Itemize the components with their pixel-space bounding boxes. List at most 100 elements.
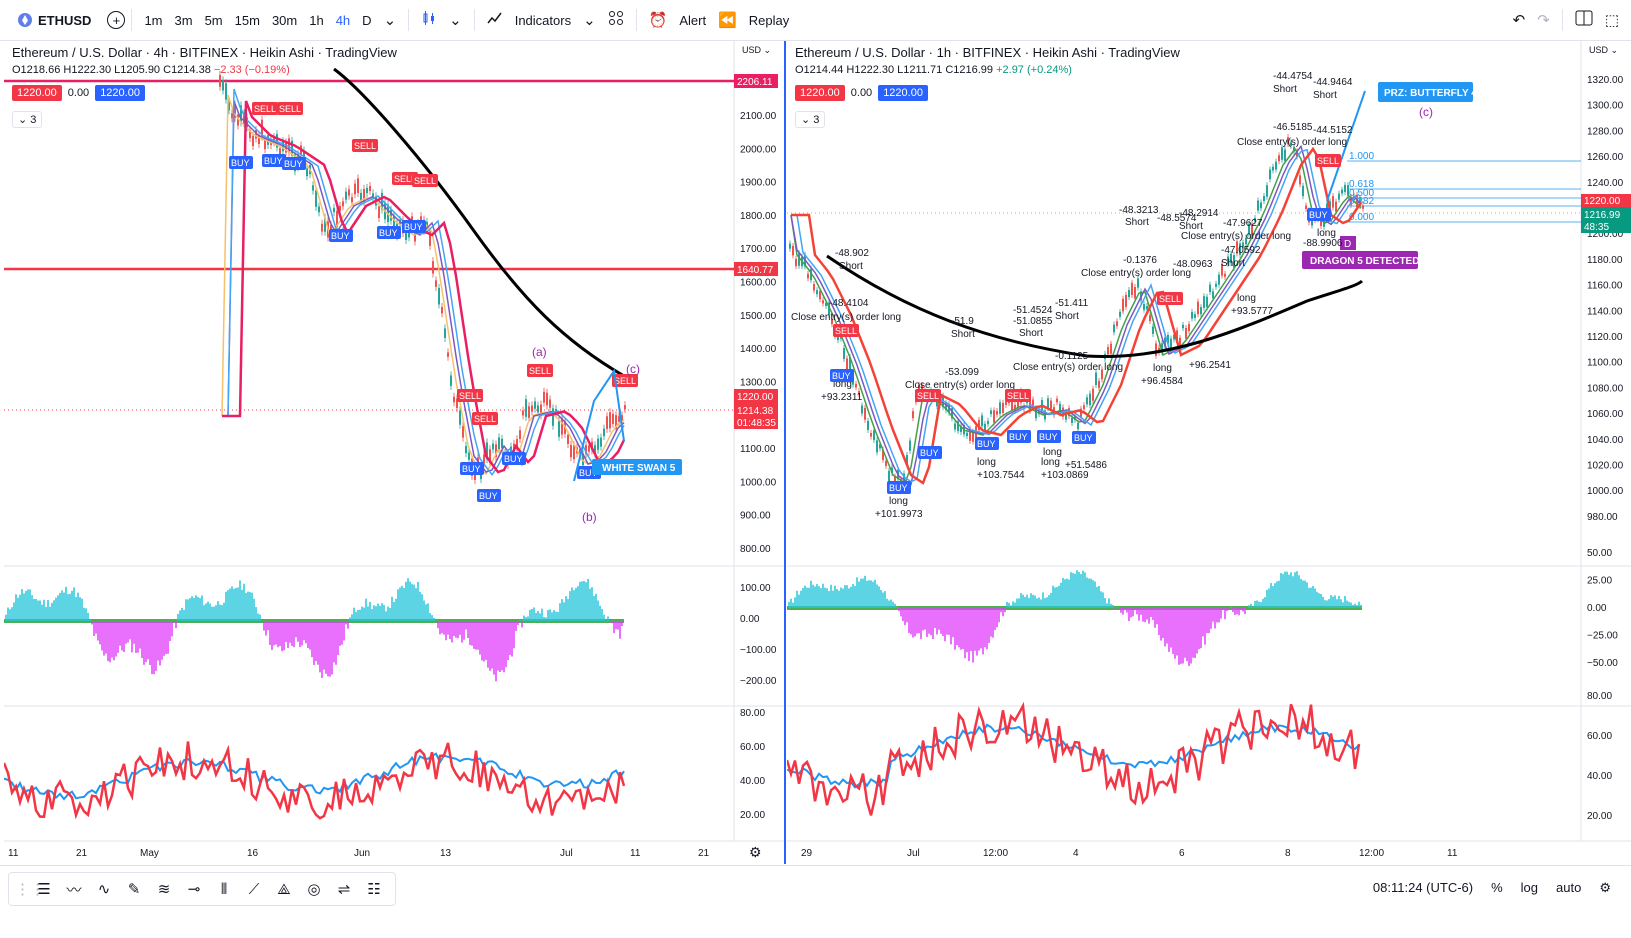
buy-price-button[interactable]: 1220.00: [878, 85, 928, 101]
buy-signal: [918, 446, 942, 459]
replay-icon[interactable]: ⏪: [718, 12, 737, 29]
candle-body: [1101, 369, 1103, 380]
undo-icon[interactable]: ↶: [1512, 12, 1526, 29]
trendline-icon[interactable]: ⟋: [248, 880, 260, 898]
trade-annotation: +103.7544: [977, 470, 1025, 481]
elliott-wave-icon[interactable]: ∿: [97, 881, 111, 898]
candle-body: [336, 211, 338, 227]
candles-icon[interactable]: [415, 10, 443, 30]
candle-body: [441, 307, 443, 314]
replay-button[interactable]: Replay: [748, 12, 790, 28]
candle-body: [912, 411, 914, 419]
candle-body: [858, 391, 860, 395]
auto-toggle[interactable]: auto: [1556, 880, 1582, 895]
candle-body: [525, 399, 527, 417]
timeframe-1m[interactable]: 1m: [144, 12, 163, 28]
indicators-collapse-button[interactable]: ⌄ 3: [795, 111, 826, 128]
right-chart-pane[interactable]: Ethereum / U.S. Dollar · 1h · BITFINEX ·…: [787, 41, 1631, 864]
candle-body: [501, 438, 503, 449]
buy-signal: [282, 157, 306, 170]
layout-grid-icon[interactable]: [602, 10, 630, 30]
timeframe-15m[interactable]: 15m: [234, 12, 260, 28]
candle-body: [1239, 243, 1241, 255]
candle-body: [552, 408, 554, 426]
percent-toggle[interactable]: %: [1491, 880, 1503, 895]
timeframe-3m[interactable]: 3m: [174, 12, 193, 28]
log-toggle[interactable]: log: [1520, 880, 1539, 895]
symbol-search-button[interactable]: ETHUSD: [10, 9, 99, 32]
prz-badge: [1378, 82, 1473, 102]
candle-body: [1152, 326, 1154, 334]
settings-gear-icon[interactable]: ⚙: [1599, 880, 1611, 895]
trade-annotation: -48.2914: [1179, 208, 1219, 219]
candle-body: [1059, 403, 1061, 414]
candle-body: [345, 191, 347, 200]
chevron-down-icon[interactable]: ⌄: [449, 12, 462, 29]
price-tick-label: 1300.00: [740, 377, 777, 388]
trade-annotation: +93.2311: [821, 392, 863, 403]
trade-annotation: long: [1153, 363, 1172, 374]
chevron-down-icon[interactable]: ⌄: [383, 12, 397, 29]
candle-body: [1083, 405, 1085, 410]
left-chart-pane[interactable]: Ethereum / U.S. Dollar · 4h · BITFINEX ·…: [4, 41, 784, 864]
candle-body: [918, 384, 920, 390]
drag-handle-icon[interactable]: ⋮⋮: [15, 881, 45, 898]
left-chart-canvas[interactable]: USD ⌄ 2100.00 2000.00 1900.00 1800.00 1700.00…: [4, 41, 784, 864]
buy-price-button[interactable]: 1220.00: [95, 85, 145, 101]
sell-price-button[interactable]: 1220.00: [12, 85, 62, 101]
candle-body: [1086, 397, 1088, 405]
horizontal-ray-icon[interactable]: ⊸: [187, 881, 201, 898]
candle-body: [318, 206, 320, 213]
fib-icon[interactable]: ≋: [157, 881, 171, 898]
rsi-signal-line: [787, 723, 1360, 789]
buy-signal-text: BUY: [579, 468, 598, 478]
trend-waves-icon[interactable]: 〰: [66, 881, 82, 899]
candle-body: [864, 407, 866, 420]
indicators-icon[interactable]: [481, 10, 509, 30]
buy-signal: [477, 489, 501, 502]
wave-label-c: (c): [626, 362, 640, 376]
candle-body: [1272, 166, 1274, 171]
candle-body: [567, 434, 569, 444]
sell-price-button[interactable]: 1220.00: [795, 85, 845, 101]
horizontal-lines-icon[interactable]: ☰: [37, 881, 51, 898]
vertical-lines-icon[interactable]: ⦀: [220, 880, 228, 898]
pattern-icon[interactable]: ⟁: [277, 880, 291, 898]
candle-body: [1335, 201, 1337, 212]
currency-label: USD ⌄: [742, 45, 771, 55]
timeframe-1h[interactable]: 1h: [309, 12, 324, 28]
spread-value: 0.00: [67, 87, 90, 99]
chevron-down-icon[interactable]: ⌄: [583, 12, 596, 29]
right-chart-canvas[interactable]: USD ⌄ 1320.00 1300.00 1280.00 1260.00 1240.00…: [787, 41, 1631, 864]
fullscreen-icon[interactable]: ⬚: [1604, 12, 1619, 29]
price-tick-label: 1060.00: [1587, 409, 1624, 420]
layout-split-icon[interactable]: [1569, 10, 1599, 30]
candle-body: [867, 420, 869, 430]
indicators-collapse-button[interactable]: ⌄ 3: [12, 111, 43, 128]
clock-readout[interactable]: 08:11:24 (UTC-6): [1372, 880, 1474, 895]
timeframe-30m[interactable]: 30m: [271, 12, 298, 28]
candle-body: [1050, 400, 1052, 409]
redo-icon[interactable]: ↷: [1537, 12, 1550, 29]
candle-body: [1347, 185, 1349, 196]
compare-symbol-icon[interactable]: +: [107, 11, 126, 29]
sell-signal: [392, 172, 418, 185]
alert-button[interactable]: Alert: [679, 12, 707, 28]
time-tick-label: 11: [8, 848, 19, 859]
settings-lines-icon[interactable]: ☷: [367, 881, 381, 898]
timeframe-d[interactable]: D: [362, 12, 372, 28]
candle-body: [882, 449, 884, 460]
pane-splitter[interactable]: [784, 41, 786, 864]
candle-body: [1248, 223, 1250, 235]
ruler-icon[interactable]: ⇌: [337, 881, 351, 898]
indicators-button[interactable]: Indicators: [514, 12, 572, 28]
trade-annotation: -47.9627: [1223, 218, 1263, 229]
pen-icon[interactable]: ✎: [127, 881, 141, 898]
spread-value: 0.00: [850, 87, 873, 99]
cycle-icon[interactable]: ◎: [307, 881, 321, 898]
price-tag-text: 1216.99: [1584, 210, 1621, 221]
alert-clock-icon[interactable]: ⏰: [648, 12, 668, 29]
bottom-toolbar: ⋮⋮ ☰ 〰 ∿ ✎ ≋ ⊸ ⦀ ⟋ ⟁ ◎ ⇌ ☷ 08:11:24 (UTC…: [0, 865, 1631, 938]
timeframe-4h[interactable]: 4h: [335, 12, 351, 28]
timeframe-5m[interactable]: 5m: [204, 12, 223, 28]
